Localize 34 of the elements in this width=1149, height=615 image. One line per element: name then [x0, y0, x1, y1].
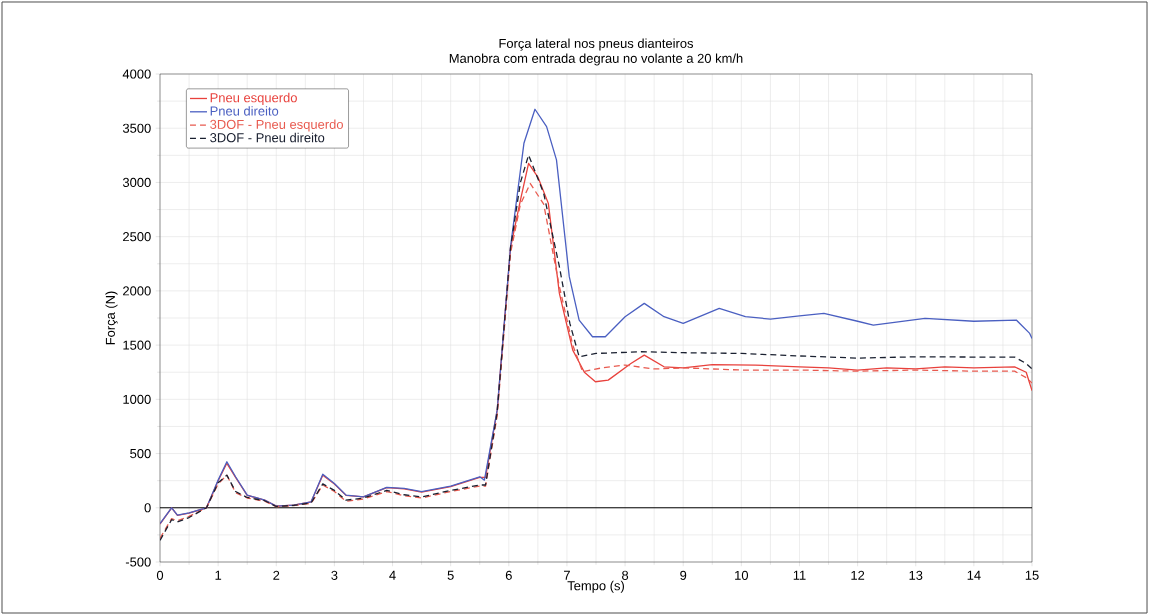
y-tick-label: 1500: [123, 340, 151, 350]
legend-label: Pneu esquerdo: [210, 92, 297, 105]
x-tick-label: 5: [447, 570, 454, 580]
x-tick-label: 13: [909, 570, 923, 580]
x-tick-label: 12: [851, 570, 865, 580]
x-axis-title: Tempo (s): [567, 580, 624, 593]
x-tick-label: 8: [622, 570, 629, 580]
y-tick-label: 1000: [123, 394, 151, 404]
y-tick-label: 0: [144, 503, 151, 513]
chart-subtitle: Manobra com entrada degrau no volante a 20 km/h: [449, 53, 743, 66]
legend-label: 3DOF - Pneu direito: [210, 132, 325, 143]
chart-title: Força lateral nos pneus dianteiros: [499, 38, 694, 51]
y-tick-label: 2500: [123, 232, 151, 242]
x-tick-label: 4: [389, 570, 396, 580]
legend-label: Pneu direito: [210, 106, 279, 116]
x-tick-label: 15: [1025, 570, 1039, 580]
y-tick-label: 3500: [122, 123, 151, 133]
x-tick-label: 0: [156, 570, 164, 580]
x-tick-label: 7: [564, 570, 570, 580]
y-tick-label: 4000: [122, 69, 151, 79]
legend-label: 3DOF - Pneu esquerdo: [210, 119, 343, 132]
x-tick-label: 10: [735, 570, 749, 580]
y-tick-label: 3000: [122, 177, 151, 188]
x-tick-label: 3: [331, 570, 338, 580]
y-tick-label: -500: [125, 557, 151, 567]
x-tick-label: 14: [967, 570, 981, 580]
y-tick-label: 500: [130, 448, 151, 459]
x-tick-label: 2: [273, 570, 280, 580]
x-tick-label: 11: [793, 570, 806, 580]
x-tick-label: 6: [505, 570, 512, 580]
y-axis-title: Força (N): [105, 291, 118, 345]
y-tick-label: 2000: [123, 286, 151, 296]
x-tick-label: 1: [215, 570, 222, 580]
x-tick-label: 9: [680, 570, 687, 580]
